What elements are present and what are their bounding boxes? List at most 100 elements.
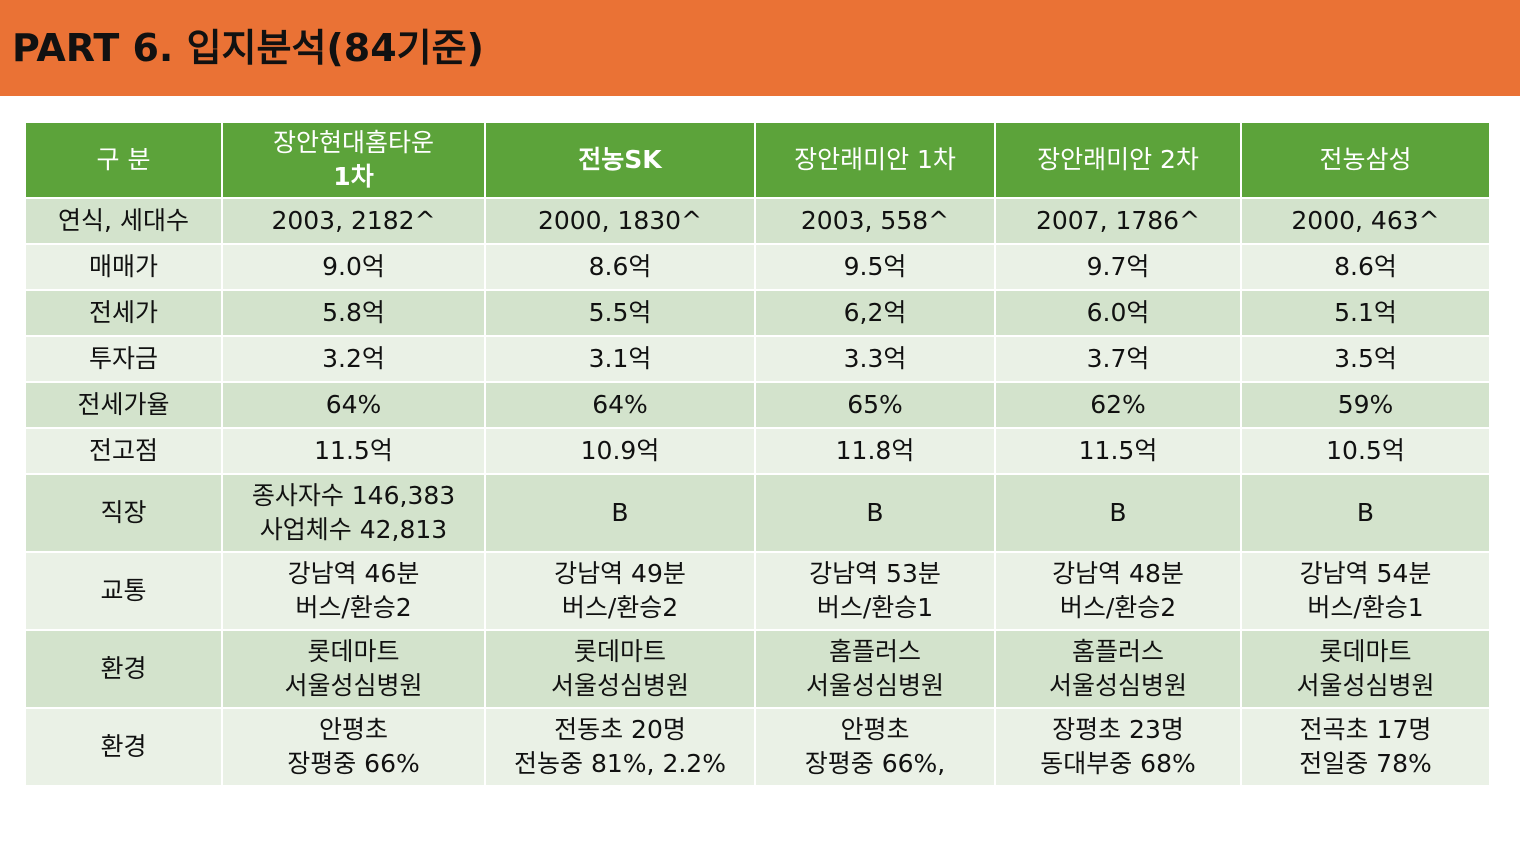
- header-line: 장안현대홈타운: [272, 128, 434, 157]
- cell-line: 9.0억: [322, 252, 385, 281]
- table-cell: 롯데마트 서울성심병원: [486, 631, 756, 709]
- row-label: 교통: [26, 553, 223, 631]
- cell-line: 3.5억: [1334, 344, 1397, 373]
- table-row: 전세가 5.8억 5.5억 6,2억 6.0억 5.1억: [26, 291, 1489, 337]
- cell-line: B: [1356, 498, 1375, 527]
- row-label: 전세가: [26, 291, 223, 337]
- cell-line: 버스/환승2: [1059, 593, 1177, 622]
- cell-line: 버스/환승2: [561, 593, 679, 622]
- cell-line: B: [866, 498, 884, 527]
- cell-line: 홈플러스: [828, 637, 921, 666]
- cell-line: 사업체수 42,813: [259, 515, 448, 544]
- cell-line: 전동초 20명: [554, 715, 686, 744]
- row-label: 전고점: [26, 429, 223, 475]
- table-cell: 6,2억: [756, 291, 996, 337]
- table-cell: 9.7억: [996, 245, 1242, 291]
- table-cell: 2003, 558^: [756, 199, 996, 245]
- cell-line: 버스/환승2: [295, 593, 412, 622]
- table-row: 전세가율 64% 64% 65% 62% 59%: [26, 383, 1489, 429]
- table-cell: 64%: [223, 383, 486, 429]
- header-complex-4: 장안래미안 2차: [996, 123, 1242, 199]
- table-row: 교통 강남역 46분 버스/환승2 강남역 49분 버스/환승2 강남역 53분 버스/환승…: [26, 553, 1489, 631]
- table-cell: 6.0억: [996, 291, 1242, 337]
- table-cell: 5.1억: [1242, 291, 1489, 337]
- row-label: 연식, 세대수: [26, 199, 223, 245]
- table-cell: 3.7억: [996, 337, 1242, 383]
- cell-line: 버스/환승1: [1307, 593, 1424, 622]
- table-cell: 11.5억: [996, 429, 1242, 475]
- table-cell: 안평초 장평중 66%,: [756, 709, 996, 787]
- table-cell: 강남역 53분 버스/환승1: [756, 553, 996, 631]
- row-label: 환경: [26, 631, 223, 709]
- table-cell: 64%: [486, 383, 756, 429]
- cell-line: 종사자수 146,383: [251, 481, 456, 510]
- cell-line: 강남역 53분: [809, 559, 941, 588]
- cell-line: 강남역 49분: [554, 559, 686, 588]
- row-label: 전세가율: [26, 383, 223, 429]
- table-cell: 2000, 463^: [1242, 199, 1489, 245]
- cell-line: 전농중 81%, 2.2%: [514, 749, 726, 778]
- cell-line: 2000, 1830^: [537, 206, 703, 235]
- cell-line: 서울성심병원: [805, 671, 944, 700]
- cell-line: 2000, 463^: [1291, 206, 1440, 235]
- table-cell: 8.6억: [1242, 245, 1489, 291]
- location-analysis-table: 구 분 장안현대홈타운 1차 전농SK 장안래미안 1차 장안래미안 2차 전농…: [26, 123, 1489, 787]
- page-title: PART 6. 입지분석(84기준): [12, 26, 484, 70]
- cell-line: 서울성심병원: [550, 671, 689, 700]
- cell-line: 8.6억: [588, 252, 652, 281]
- table-row: 환경 롯데마트 서울성심병원 롯데마트 서울성심병원 홈플러스 서울성심병원 홈플러스 서울성심…: [26, 631, 1489, 709]
- cell-line: 2003, 558^: [800, 206, 950, 235]
- header-category: 구 분: [26, 123, 223, 199]
- cell-line: 3.1억: [588, 344, 652, 373]
- cell-line: 2007, 1786^: [1035, 206, 1201, 235]
- table-header-row: 구 분 장안현대홈타운 1차 전농SK 장안래미안 1차 장안래미안 2차 전농…: [26, 123, 1489, 199]
- cell-line: 강남역 46분: [287, 559, 420, 588]
- table-cell: B: [486, 475, 756, 553]
- table-cell: 2000, 1830^: [486, 199, 756, 245]
- cell-line: 전일중 78%: [1299, 749, 1432, 778]
- cell-line: 6.0억: [1086, 298, 1150, 327]
- cell-line: 롯데마트: [1319, 637, 1412, 666]
- header-complex-5: 전농삼성: [1242, 123, 1489, 199]
- cell-line: 서울성심병원: [1296, 671, 1435, 700]
- cell-line: 11.5억: [1078, 436, 1158, 465]
- cell-line: 3.7억: [1086, 344, 1150, 373]
- table-cell: 홈플러스 서울성심병원: [996, 631, 1242, 709]
- cell-line: 서울성심병원: [1048, 671, 1187, 700]
- row-label: 직장: [26, 475, 223, 553]
- row-label: 매매가: [26, 245, 223, 291]
- cell-line: 5.1억: [1334, 298, 1397, 327]
- cell-line: 9.5억: [843, 252, 907, 281]
- cell-line: 강남역 48분: [1052, 559, 1184, 588]
- cell-line: 64%: [325, 390, 382, 419]
- table-cell: 3.5억: [1242, 337, 1489, 383]
- cell-line: 장평초 23명: [1052, 715, 1184, 744]
- cell-line: 안평초: [318, 715, 388, 744]
- table-row: 투자금 3.2억 3.1억 3.3억 3.7억 3.5억: [26, 337, 1489, 383]
- cell-line: 6,2억: [843, 298, 907, 327]
- header-complex-1: 장안현대홈타운 1차: [223, 123, 486, 199]
- table-cell: 장평초 23명 동대부중 68%: [996, 709, 1242, 787]
- cell-line: 롯데마트: [307, 637, 400, 666]
- table-cell: 2007, 1786^: [996, 199, 1242, 245]
- cell-line: 장평중 66%: [287, 749, 420, 778]
- cell-line: 9.7억: [1086, 252, 1150, 281]
- table-cell: 10.5억: [1242, 429, 1489, 475]
- table-cell: B: [996, 475, 1242, 553]
- cell-line: 8.6억: [1334, 252, 1397, 281]
- table-cell: 11.5억: [223, 429, 486, 475]
- cell-line: 11.5억: [314, 436, 393, 465]
- table-row: 연식, 세대수 2003, 2182^ 2000, 1830^ 2003, 558^ 2…: [26, 199, 1489, 245]
- table-cell: 종사자수 146,383 사업체수 42,813: [223, 475, 486, 553]
- title-bar: PART 6. 입지분석(84기준): [0, 0, 1520, 96]
- cell-line: 10.5억: [1326, 436, 1405, 465]
- table-cell: 2003, 2182^: [223, 199, 486, 245]
- header-line: 1차: [333, 162, 374, 191]
- table-cell: 전곡초 17명 전일중 78%: [1242, 709, 1489, 787]
- table-cell: 강남역 54분 버스/환승1: [1242, 553, 1489, 631]
- cell-line: 안평초: [840, 715, 910, 744]
- table-body: 연식, 세대수 2003, 2182^ 2000, 1830^ 2003, 558^ 2…: [26, 199, 1489, 787]
